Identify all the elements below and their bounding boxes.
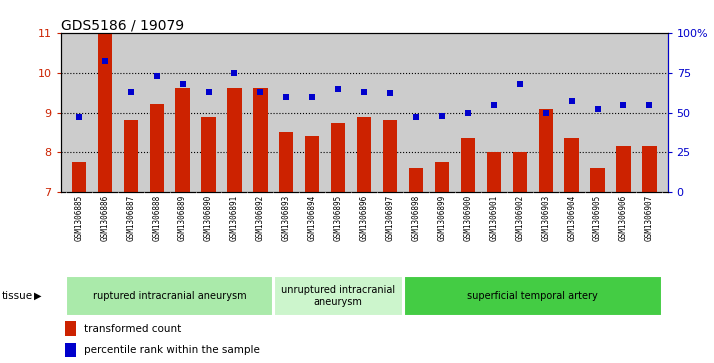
- Point: [73, 114, 84, 120]
- Bar: [616, 147, 630, 192]
- Point: [644, 102, 655, 107]
- Bar: [227, 88, 241, 192]
- Text: GSM1306901: GSM1306901: [489, 195, 498, 241]
- Bar: [71, 162, 86, 192]
- Text: GSM1306899: GSM1306899: [438, 195, 446, 241]
- Bar: [279, 132, 293, 192]
- Point: [618, 102, 629, 107]
- Text: GSM1306892: GSM1306892: [256, 195, 265, 241]
- Text: GSM1306900: GSM1306900: [463, 195, 473, 241]
- Text: superficial temporal artery: superficial temporal artery: [468, 291, 598, 301]
- Text: GSM1306906: GSM1306906: [619, 195, 628, 241]
- Point: [203, 89, 214, 95]
- Point: [488, 102, 500, 107]
- Bar: [201, 117, 216, 192]
- Text: GSM1306891: GSM1306891: [230, 195, 239, 241]
- Bar: [305, 136, 319, 192]
- Point: [99, 58, 111, 64]
- Point: [514, 81, 526, 87]
- Point: [436, 113, 448, 119]
- Bar: [590, 168, 605, 192]
- Text: GSM1306903: GSM1306903: [541, 195, 550, 241]
- Text: GSM1306895: GSM1306895: [333, 195, 343, 241]
- Text: ▶: ▶: [34, 291, 42, 301]
- Bar: [176, 88, 190, 192]
- Point: [255, 89, 266, 95]
- Bar: [124, 120, 138, 192]
- Text: GSM1306886: GSM1306886: [100, 195, 109, 241]
- Bar: [66, 276, 273, 316]
- Text: ruptured intracranial aneurysm: ruptured intracranial aneurysm: [93, 291, 246, 301]
- Point: [306, 94, 318, 99]
- Bar: [403, 276, 662, 316]
- Point: [592, 106, 603, 112]
- Point: [411, 114, 422, 120]
- Point: [125, 89, 136, 95]
- Bar: [435, 162, 449, 192]
- Text: tissue: tissue: [2, 291, 34, 301]
- Text: percentile rank within the sample: percentile rank within the sample: [84, 345, 260, 355]
- Text: GSM1306887: GSM1306887: [126, 195, 135, 241]
- Bar: [98, 33, 112, 192]
- Point: [228, 70, 240, 76]
- Text: GSM1306905: GSM1306905: [593, 195, 602, 241]
- Point: [151, 73, 162, 79]
- Point: [333, 86, 344, 91]
- Bar: [274, 276, 403, 316]
- Text: GSM1306889: GSM1306889: [178, 195, 187, 241]
- Bar: [149, 104, 164, 192]
- Text: GSM1306904: GSM1306904: [567, 195, 576, 241]
- Text: GDS5186 / 19079: GDS5186 / 19079: [61, 18, 183, 32]
- Bar: [487, 152, 501, 192]
- Text: GSM1306907: GSM1306907: [645, 195, 654, 241]
- Bar: [461, 139, 475, 192]
- Text: unruptured intracranial
aneurysm: unruptured intracranial aneurysm: [281, 285, 396, 307]
- Text: GSM1306888: GSM1306888: [152, 195, 161, 241]
- Bar: [253, 88, 268, 192]
- Point: [566, 98, 578, 104]
- Point: [462, 110, 473, 115]
- Text: GSM1306885: GSM1306885: [74, 195, 84, 241]
- Bar: [409, 168, 423, 192]
- Bar: [538, 109, 553, 192]
- Bar: [643, 147, 657, 192]
- Bar: [65, 322, 76, 336]
- Bar: [565, 139, 579, 192]
- Point: [540, 110, 551, 115]
- Bar: [513, 152, 527, 192]
- Point: [358, 89, 370, 95]
- Text: GSM1306890: GSM1306890: [204, 195, 213, 241]
- Text: GSM1306896: GSM1306896: [360, 195, 368, 241]
- Point: [384, 90, 396, 96]
- Bar: [383, 120, 397, 192]
- Bar: [357, 117, 371, 192]
- Text: transformed count: transformed count: [84, 323, 181, 334]
- Text: GSM1306897: GSM1306897: [386, 195, 395, 241]
- Point: [281, 94, 292, 99]
- Text: GSM1306893: GSM1306893: [282, 195, 291, 241]
- Text: GSM1306894: GSM1306894: [308, 195, 317, 241]
- Text: GSM1306902: GSM1306902: [516, 195, 524, 241]
- Point: [177, 81, 188, 87]
- Bar: [331, 123, 346, 192]
- Text: GSM1306898: GSM1306898: [411, 195, 421, 241]
- Bar: [65, 343, 76, 357]
